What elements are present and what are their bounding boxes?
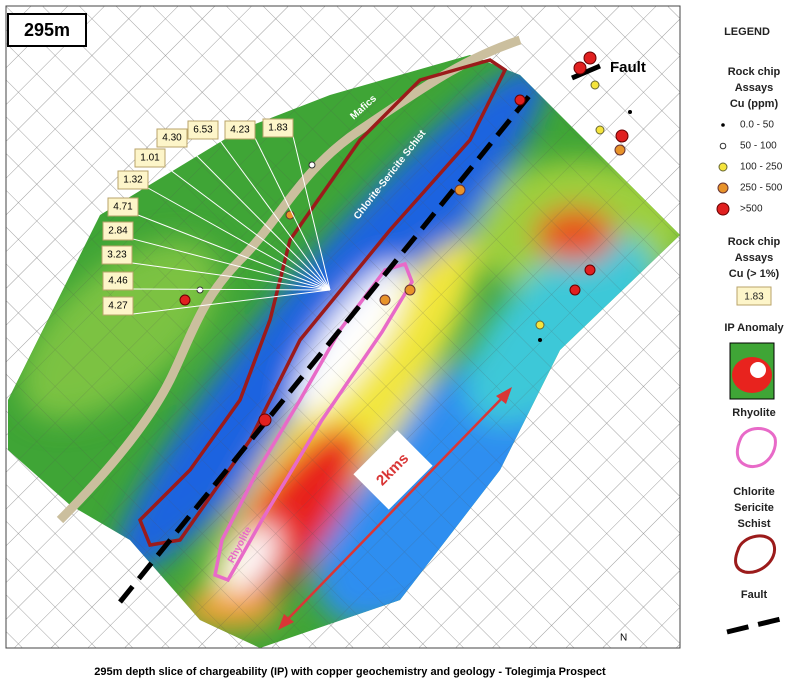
scale-arrow xyxy=(496,387,512,404)
fault-label: Fault xyxy=(610,59,646,76)
callout-leader xyxy=(254,137,331,291)
legend: LEGEND 1.83 IP Anomaly Rhyolite Fault Ro… xyxy=(716,26,786,635)
legend-symbol xyxy=(718,162,728,172)
callout-value: 1.32 xyxy=(123,175,143,186)
callout-box xyxy=(101,245,133,265)
legend-heading: Assays xyxy=(735,82,774,94)
callout-box xyxy=(102,296,134,316)
callout-value: 3.23 xyxy=(107,250,127,261)
callout-value: 4.30 xyxy=(162,133,182,144)
legend-item: 250 - 500 xyxy=(740,183,783,194)
scale-arrow xyxy=(278,614,294,630)
callout-box xyxy=(102,221,134,241)
callout-box xyxy=(156,128,188,148)
legend-heading: Sericite xyxy=(734,502,774,514)
river xyxy=(56,35,522,524)
legend-item: 0.0 - 50 xyxy=(740,120,774,131)
callout-leader xyxy=(131,262,331,291)
callout-box xyxy=(107,197,139,217)
callout-value: 1.01 xyxy=(140,153,160,164)
legend-symbol xyxy=(716,202,730,216)
map: 2kms Mafics Chlorite-Sericite Schist Rhy… xyxy=(6,6,680,648)
scale-label-box xyxy=(353,430,433,510)
callout-value: 4.27 xyxy=(108,301,128,312)
legend-item: 50 - 100 xyxy=(740,141,777,152)
legend-example: 1.83 xyxy=(744,292,764,303)
legend-item: >500 xyxy=(740,204,763,215)
callout-leader xyxy=(186,145,331,291)
legend-heading: Cu (ppm) xyxy=(730,98,779,110)
callout-box xyxy=(134,148,166,168)
legend-heading: Rock chip xyxy=(728,236,781,248)
scale-bar xyxy=(284,394,506,623)
legend-fault-swatch xyxy=(726,615,786,635)
legend-heading: Cu (> 1%) xyxy=(729,268,780,280)
callout-value: 2.84 xyxy=(108,226,128,237)
fault-line xyxy=(118,93,532,604)
legend-heading: Assays xyxy=(735,252,774,264)
callout-leader xyxy=(132,289,331,315)
legend-heading: Chlorite xyxy=(733,486,775,498)
callout-box xyxy=(224,120,256,140)
callout-value: 4.23 xyxy=(230,125,250,136)
legend-rhyolite: Rhyolite xyxy=(732,407,775,419)
legend-heading: Schist xyxy=(737,518,770,530)
legend-box xyxy=(736,286,772,306)
sample-points xyxy=(179,51,632,427)
caption: 295m depth slice of chargeability (IP) w… xyxy=(94,666,606,678)
callout-leader xyxy=(132,238,331,291)
callout-box xyxy=(262,118,294,138)
legend-symbol xyxy=(721,123,725,127)
schist-outline xyxy=(137,58,508,547)
callout-leader xyxy=(164,165,331,291)
legend-symbol xyxy=(719,142,727,150)
callout-value: 6.53 xyxy=(193,125,213,136)
callout-box xyxy=(187,120,219,140)
legend-fault: Fault xyxy=(741,589,768,601)
callout-value: 4.46 xyxy=(108,276,128,287)
callout-leader xyxy=(147,187,331,291)
legend-heading: Rock chip xyxy=(728,66,781,78)
rhyolite-outline xyxy=(212,261,414,583)
callout-leader xyxy=(137,214,331,291)
legend-title: LEGEND xyxy=(724,26,770,38)
north-label: N xyxy=(620,633,627,644)
assay-callouts: 4.30 6.53 4.23 1.83 1.01 1.32 4.71 2.84 3.23 4.46… xyxy=(101,118,331,316)
callout-leader xyxy=(217,137,331,291)
callout-leader xyxy=(292,135,331,291)
callout-box xyxy=(117,170,149,190)
legend-schist-swatch xyxy=(734,534,777,574)
legend-item: 100 - 250 xyxy=(740,162,783,173)
legend-ip-swatch xyxy=(750,362,766,378)
depth-box xyxy=(7,13,87,47)
callout-box xyxy=(102,271,134,291)
depth-label: 295m xyxy=(24,20,70,40)
callout-value: 4.71 xyxy=(113,202,133,213)
legend-symbol xyxy=(717,182,729,194)
legend-rhyolite-swatch xyxy=(735,427,777,469)
fault-line xyxy=(571,63,601,81)
callout-leader xyxy=(132,288,331,291)
legend-ip: IP Anomaly xyxy=(724,322,784,334)
callout-value: 1.83 xyxy=(268,123,288,134)
